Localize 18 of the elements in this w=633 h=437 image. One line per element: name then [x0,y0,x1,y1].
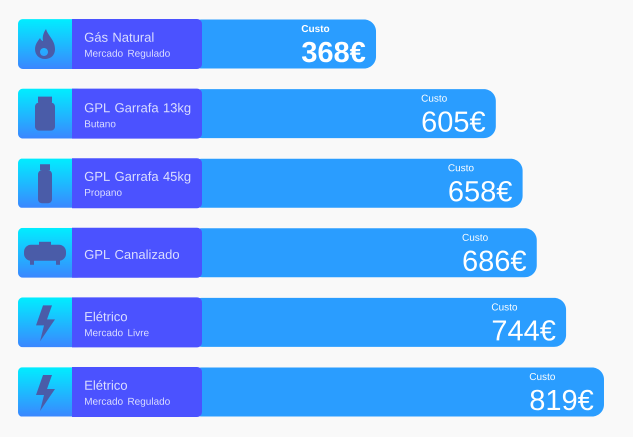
y-tick-label: Elétrico Mercado Livre [85,312,149,336]
annotation: Custo [492,303,518,310]
annotation: Custo [422,94,447,102]
annotation: Custo [448,164,474,172]
data-label: 686€ [464,250,526,272]
data-label: 605€ [422,111,486,132]
y-tick-label: Elétrico Mercado Regulado [85,380,170,407]
annotation: Custo [462,234,488,241]
y-tick-label: Gás Natural Mercado Regulado [84,32,170,59]
y-tick-label: GPL Garrafa 45kg Propano [84,171,190,198]
data-label: 744€ [492,320,556,341]
annotation: Custo [302,25,330,32]
data-label: 819€ [530,390,594,410]
y-tick-label: GPL Canalizado [84,250,180,260]
data-label: 658€ [449,180,512,202]
y-tick-label: GPL Garrafa 13kg Butano [84,102,190,128]
annotation: Custo [530,373,555,380]
data-label: 368€ [302,42,366,62]
